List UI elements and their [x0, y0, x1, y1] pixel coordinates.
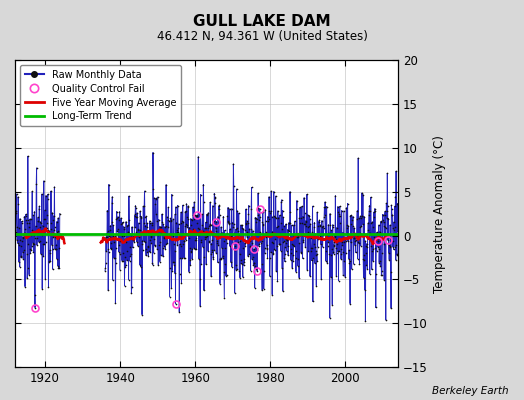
Text: Berkeley Earth: Berkeley Earth — [432, 386, 508, 396]
Legend: Raw Monthly Data, Quality Control Fail, Five Year Moving Average, Long-Term Tren: Raw Monthly Data, Quality Control Fail, … — [20, 65, 181, 126]
Text: 46.412 N, 94.361 W (United States): 46.412 N, 94.361 W (United States) — [157, 30, 367, 43]
Y-axis label: Temperature Anomaly (°C): Temperature Anomaly (°C) — [433, 135, 446, 292]
Text: GULL LAKE DAM: GULL LAKE DAM — [193, 14, 331, 29]
